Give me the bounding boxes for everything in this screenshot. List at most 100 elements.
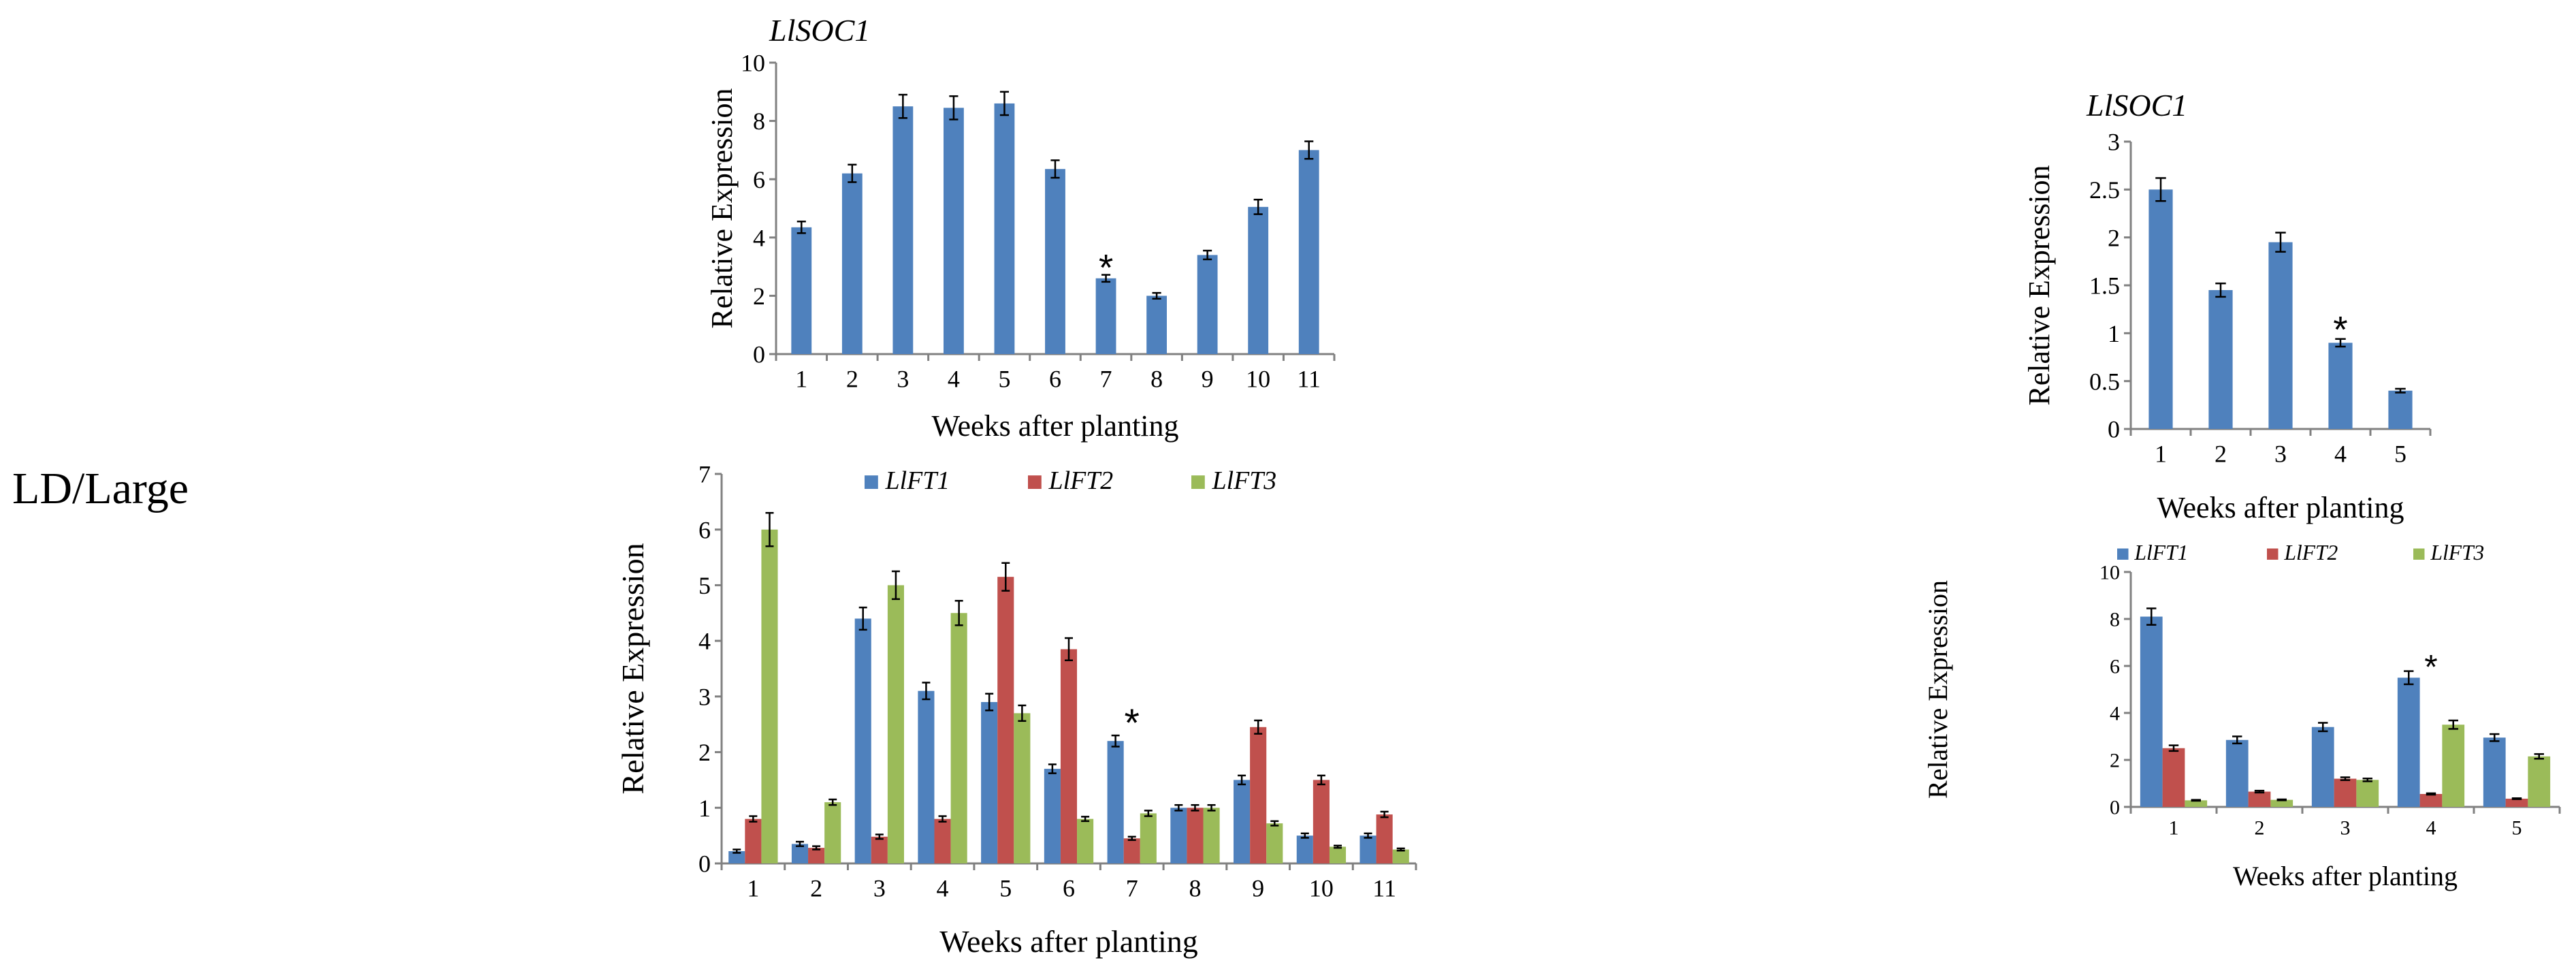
bar-llsoc1-week-3 xyxy=(2268,242,2293,429)
bar-llft3-week-5 xyxy=(1014,713,1031,863)
bar-llft2-week-3 xyxy=(871,836,888,863)
significance-asterisk: * xyxy=(1099,246,1113,289)
bar-llsoc1-week-10 xyxy=(1248,206,1269,354)
bar-llft2-week-9 xyxy=(1250,727,1267,863)
x-tick-label: 7 xyxy=(1126,875,1138,902)
bar-llft2-week-6 xyxy=(1060,649,1078,863)
y-tick-label: 0 xyxy=(698,850,711,878)
bar-llft3-week-3 xyxy=(2356,780,2379,807)
bar-llft3-week-4 xyxy=(950,613,967,863)
bar-llft1-week-11 xyxy=(1359,835,1376,863)
y-axis-label: Relative Expression xyxy=(705,88,739,328)
y-tick-label: 7 xyxy=(698,461,711,488)
bar-llft2-week-4 xyxy=(934,818,951,863)
bar-llft1-week-4 xyxy=(2397,678,2420,807)
x-tick-label: 5 xyxy=(999,875,1012,902)
bar-llsoc1-week-2 xyxy=(2208,290,2233,429)
legend-label-llft2: LlFT2 xyxy=(2284,541,2338,564)
bar-llft2-week-1 xyxy=(745,818,762,863)
legend-swatch-llft1 xyxy=(865,475,878,489)
bar-llsoc1-week-4 xyxy=(2328,343,2353,429)
chart-ft-11-weeks: 0 1 2 3 4 5 6 7 1 2 3 4 5 6 7 8 9 10 11 * LlFT1 LlFT2 LlFT3 Wee… xyxy=(615,461,1417,959)
chart-title: LlSOC1 xyxy=(769,13,870,48)
y-tick-label: 1 xyxy=(2108,320,2120,347)
y-tick-label: 6 xyxy=(2110,656,2120,678)
x-tick-label: 11 xyxy=(1297,366,1321,393)
x-tick-label: 6 xyxy=(1063,875,1075,902)
bar-llft2-week-3 xyxy=(2334,778,2357,807)
bar-llft2-week-2 xyxy=(808,848,825,863)
bar-llsoc1-week-5 xyxy=(994,103,1015,355)
bar-llft1-week-8 xyxy=(1170,808,1187,863)
bar-llsoc1-week-5 xyxy=(2388,390,2413,429)
y-tick-label: 0 xyxy=(753,341,765,368)
y-tick-label: 3 xyxy=(2108,129,2120,156)
bar-llft2-week-5 xyxy=(997,577,1014,863)
legend-label-llft3: LlFT3 xyxy=(1212,466,1277,495)
bar-llsoc1-week-2 xyxy=(841,173,863,354)
bar-llft1-week-10 xyxy=(1296,835,1313,863)
bar-llsoc1-week-1 xyxy=(2148,189,2173,429)
bar-llft2-week-1 xyxy=(2162,748,2185,807)
legend-label-llft2: LlFT2 xyxy=(1048,466,1114,495)
bar-llsoc1-week-7 xyxy=(1095,278,1116,354)
bar-llft3-week-8 xyxy=(1203,808,1220,863)
y-axis-label: Relative Expression xyxy=(1922,580,1953,799)
x-tick-label: 1 xyxy=(2169,817,2179,840)
x-tick-label: 1 xyxy=(2155,441,2167,468)
x-axis-label: Weeks after planting xyxy=(2157,491,2404,524)
bar-llft2-week-10 xyxy=(1313,780,1330,863)
y-axis-label: Relative Expression xyxy=(615,543,650,794)
bar-llft3-week-3 xyxy=(887,585,904,863)
y-tick-label: 6 xyxy=(753,166,765,193)
bar-llft1-week-6 xyxy=(1044,769,1061,863)
x-tick-label: 8 xyxy=(1150,366,1163,393)
y-tick-label: 10 xyxy=(2099,562,2120,584)
legend-swatch-llft1 xyxy=(2117,548,2129,560)
legend-label-llft1: LlFT1 xyxy=(2134,541,2189,564)
legend-label-llft3: LlFT3 xyxy=(2430,541,2485,564)
x-tick-label: 3 xyxy=(873,875,886,902)
chart-title: LlSOC1 xyxy=(2086,88,2187,123)
y-tick-label: 1.5 xyxy=(2089,272,2120,300)
x-tick-label: 1 xyxy=(747,875,759,902)
y-tick-label: 0 xyxy=(2110,797,2120,819)
y-tick-label: 3 xyxy=(698,683,711,710)
x-axis-label: Weeks after planting xyxy=(932,409,1179,443)
bar-llft1-week-7 xyxy=(1107,741,1124,863)
x-tick-label: 2 xyxy=(810,875,822,902)
x-tick-label: 8 xyxy=(1189,875,1201,902)
y-tick-label: 6 xyxy=(698,516,711,543)
y-tick-label: 2 xyxy=(698,739,711,766)
legend-swatch-llft2 xyxy=(1028,475,1042,489)
x-tick-label: 3 xyxy=(2274,441,2287,468)
bar-llft1-week-9 xyxy=(1234,780,1251,863)
y-tick-label: 1 xyxy=(698,795,711,822)
bar-llsoc1-week-4 xyxy=(944,108,964,354)
bar-llft3-week-2 xyxy=(2270,799,2293,807)
x-tick-label: 5 xyxy=(998,366,1010,393)
bar-llsoc1-week-3 xyxy=(892,106,914,354)
legend-swatch-llft3 xyxy=(2413,548,2425,560)
x-tick-label: 1 xyxy=(795,366,807,393)
x-tick-label: 4 xyxy=(2334,441,2347,468)
x-tick-label: 5 xyxy=(2394,441,2406,468)
x-tick-label: 2 xyxy=(846,366,858,393)
bar-llft3-week-11 xyxy=(1392,849,1409,863)
bar-llft1-week-5 xyxy=(981,702,998,863)
bar-llsoc1-week-1 xyxy=(791,227,812,354)
y-tick-label: 8 xyxy=(753,108,765,135)
x-tick-label: 7 xyxy=(1100,366,1112,393)
bar-llft1-week-1 xyxy=(728,851,745,863)
bar-llft1-week-3 xyxy=(854,618,871,863)
y-tick-label: 4 xyxy=(753,224,765,251)
y-tick-label: 5 xyxy=(698,572,711,599)
significance-asterisk: * xyxy=(2333,308,2347,350)
bar-llsoc1-week-11 xyxy=(1298,150,1319,354)
bar-llsoc1-week-6 xyxy=(1045,169,1065,354)
bar-llft1-week-5 xyxy=(2483,737,2506,807)
y-tick-label: 4 xyxy=(2110,703,2120,725)
bar-llft3-week-1 xyxy=(761,529,778,863)
